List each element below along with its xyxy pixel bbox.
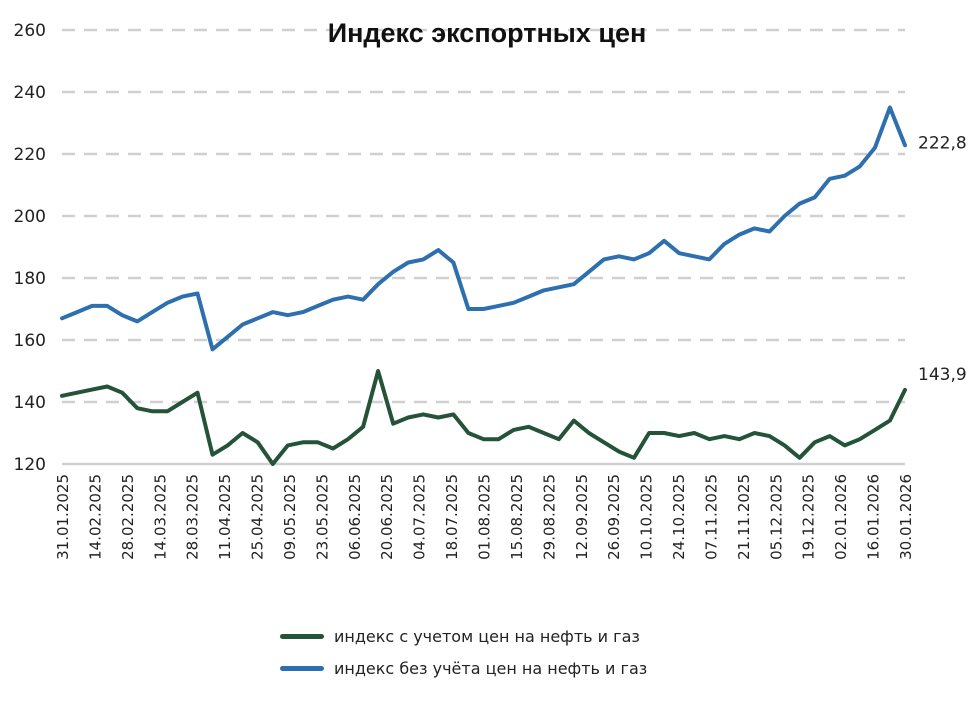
y-tick-label: 120 [14, 455, 46, 475]
x-tick-label: 01.08.2025 [476, 474, 494, 560]
y-tick-label: 220 [14, 145, 46, 165]
x-tick-label: 15.08.2025 [508, 474, 526, 560]
end-value-label: 222,8 [918, 133, 967, 153]
x-tick-label: 28.02.2025 [119, 474, 137, 560]
x-axis-labels: 31.01.2025 14.02.2025 28.02.2025 14.03.2025… [54, 474, 915, 560]
x-tick-label: 28.03.2025 [184, 474, 202, 560]
chart-title: Индекс экспортных цен [328, 18, 647, 48]
y-tick-label: 240 [14, 83, 46, 103]
y-tick-label: 260 [14, 21, 46, 41]
x-tick-label: 05.12.2025 [767, 474, 785, 560]
legend-swatch-green [280, 633, 324, 639]
x-tick-label: 07.11.2025 [702, 474, 720, 560]
y-tick-label: 200 [14, 207, 46, 227]
legend-label: индекс с учетом цен на нефть и газ [334, 626, 640, 646]
x-tick-label: 30.01.2026 [897, 474, 915, 560]
legend-item-with-oil-gas: индекс с учетом цен на нефть и газ [280, 620, 647, 652]
x-tick-label: 10.10.2025 [638, 474, 656, 560]
legend-label: индекс без учёта цен на нефть и газ [334, 658, 648, 678]
series-lines [60, 105, 907, 466]
end-value-label: 143,9 [918, 365, 967, 385]
x-tick-label: 21.11.2025 [735, 474, 753, 560]
x-tick-label: 31.01.2025 [54, 474, 72, 560]
y-tick-label: 180 [14, 269, 46, 289]
y-axis-labels: 120 140 160 180 200 220 240 260 [14, 21, 46, 475]
x-tick-label: 20.06.2025 [378, 474, 396, 560]
series-line [60, 369, 907, 466]
x-tick-label: 06.06.2025 [346, 474, 364, 560]
series-line [60, 105, 907, 352]
x-tick-label: 09.05.2025 [281, 474, 299, 560]
x-tick-label: 12.09.2025 [573, 474, 591, 560]
x-tick-label: 29.08.2025 [540, 474, 558, 560]
x-tick-label: 04.07.2025 [411, 474, 429, 560]
x-tick-label: 02.01.2026 [832, 474, 850, 560]
x-tick-label: 18.07.2025 [443, 474, 461, 560]
x-tick-label: 24.10.2025 [670, 474, 688, 560]
legend-swatch-blue [280, 665, 324, 671]
x-tick-label: 19.12.2025 [800, 474, 818, 560]
y-tick-label: 160 [14, 331, 46, 351]
x-tick-label: 14.03.2025 [151, 474, 169, 560]
x-tick-label: 16.01.2026 [865, 474, 883, 560]
x-tick-label: 14.02.2025 [86, 474, 104, 560]
x-tick-label: 25.04.2025 [249, 474, 267, 560]
gridlines [62, 28, 905, 466]
y-tick-label: 140 [14, 393, 46, 413]
legend-item-without-oil-gas: индекс без учёта цен на нефть и газ [280, 652, 647, 684]
legend: индекс с учетом цен на нефть и газ индек… [280, 620, 647, 684]
x-tick-label: 11.04.2025 [216, 474, 234, 560]
x-tick-label: 26.09.2025 [605, 474, 623, 560]
end-value-labels: 222,8 143,9 [918, 133, 967, 385]
x-tick-label: 23.05.2025 [313, 474, 331, 560]
